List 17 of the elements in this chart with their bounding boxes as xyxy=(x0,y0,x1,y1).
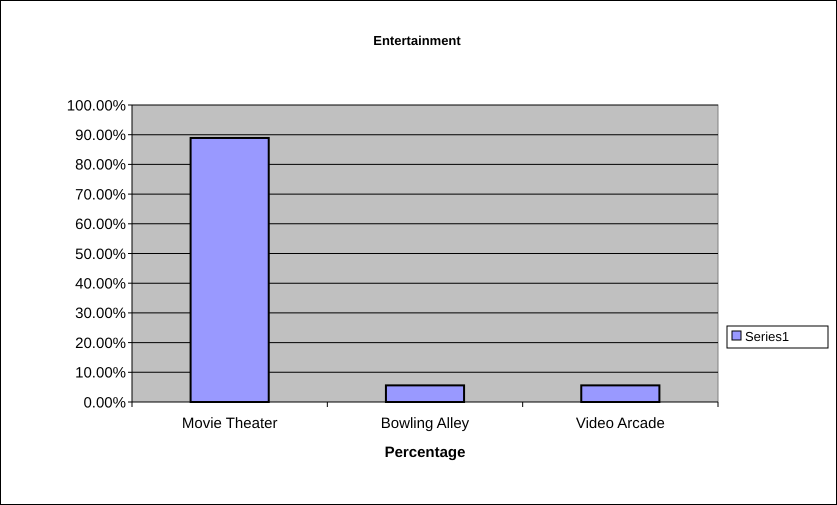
y-tick-label: 100.00% xyxy=(66,97,126,114)
x-tick-label: Bowling Alley xyxy=(380,415,470,432)
y-tick-label: 20.00% xyxy=(75,334,126,352)
legend-label: Series1 xyxy=(745,329,790,344)
y-tick-label: 60.00% xyxy=(75,216,126,234)
y-tick-label: 10.00% xyxy=(75,364,126,382)
x-axis-title: Percentage xyxy=(384,444,466,461)
y-tick-label: 50.00% xyxy=(75,246,126,263)
x-tick-label: Movie Theater xyxy=(182,415,278,432)
y-tick-label: 40.00% xyxy=(75,275,126,292)
chart-title: Entertainment xyxy=(373,33,462,48)
y-tick-label: 30.00% xyxy=(75,305,126,322)
y-tick-label: 80.00% xyxy=(75,156,126,174)
x-tick-label: Video Arcade xyxy=(576,415,665,432)
y-tick-label: 0.00% xyxy=(83,394,126,412)
y-tick-label: 90.00% xyxy=(75,126,126,144)
y-tick-label: 70.00% xyxy=(75,186,126,204)
